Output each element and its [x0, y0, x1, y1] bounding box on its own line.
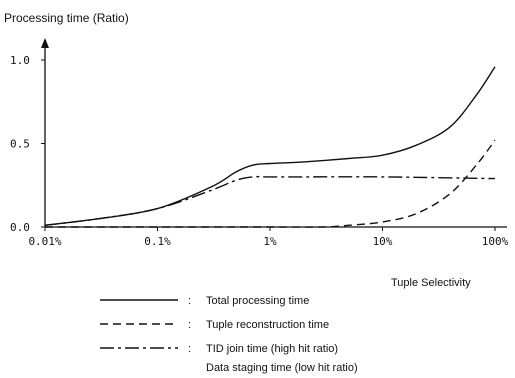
x-tick-label: 0.01% — [28, 235, 61, 248]
x-tick-label: 1% — [263, 235, 277, 248]
x-tick-label: 100% — [482, 235, 509, 248]
tid-join-line — [44, 175, 496, 226]
legend-label: Tuple reconstruction time — [206, 319, 329, 331]
y-tick-label: 1.0 — [10, 54, 30, 67]
y-axis-arrow — [41, 38, 49, 48]
y-tick-label: 0.5 — [10, 138, 30, 151]
tuple-reconstruction-line — [44, 139, 496, 228]
legend-colon: : — [188, 319, 191, 331]
legend-colon: : — [188, 295, 191, 307]
y-tick-label: 0.0 — [10, 221, 30, 234]
total-processing-line — [44, 66, 496, 226]
legend-label: Total processing time — [206, 295, 309, 307]
axes: 1.0 0.5 0.00.01% 0.1% 1% 10% 100% — [10, 38, 509, 248]
legend: : Total processing time: Tuple reconstruct… — [100, 295, 358, 374]
x-axis-label: Tuple Selectivity — [391, 277, 471, 289]
x-tick-label: 10% — [373, 235, 393, 248]
x-tick-label: 0.1% — [144, 235, 171, 248]
legend-label-extra: Data staging time (low hit ratio) — [206, 362, 358, 374]
y-axis-label: Processing time (Ratio) — [4, 11, 129, 25]
legend-colon: : — [188, 343, 191, 355]
series-lines — [44, 66, 496, 228]
legend-label: TID join time (high hit ratio) — [206, 343, 338, 355]
